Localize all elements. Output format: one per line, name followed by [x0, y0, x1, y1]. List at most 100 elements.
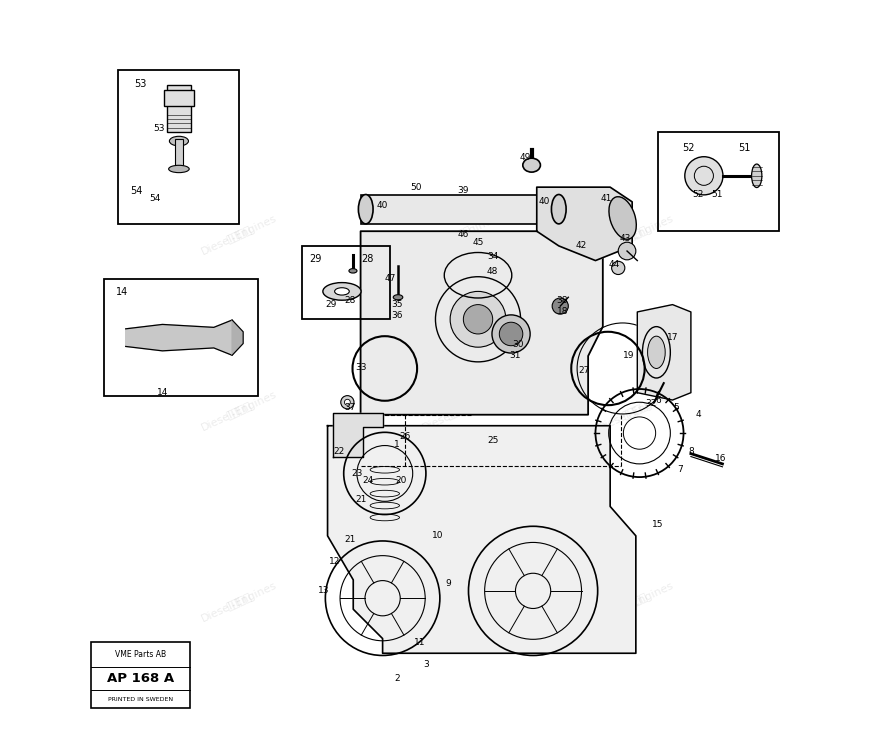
Bar — [104, 279, 258, 396]
Text: 43: 43 — [619, 234, 630, 243]
Ellipse shape — [323, 283, 361, 300]
Text: 紫发动力: 紫发动力 — [622, 225, 650, 245]
Text: 41: 41 — [601, 194, 612, 203]
Ellipse shape — [648, 336, 665, 368]
Text: Diesel-Engines: Diesel-Engines — [596, 213, 676, 257]
Polygon shape — [537, 187, 632, 261]
Text: 54: 54 — [131, 186, 143, 196]
Polygon shape — [637, 305, 691, 400]
Text: 14: 14 — [157, 388, 168, 397]
Bar — [164, 90, 194, 106]
Text: Diesel-Engines: Diesel-Engines — [596, 580, 676, 624]
Text: 27: 27 — [578, 366, 590, 375]
Text: 53: 53 — [134, 79, 147, 90]
Text: 12: 12 — [329, 557, 341, 566]
Circle shape — [344, 399, 351, 405]
Text: Diesel-Engines: Diesel-Engines — [420, 213, 499, 257]
Bar — [167, 84, 190, 132]
Circle shape — [684, 157, 723, 195]
Ellipse shape — [552, 195, 566, 224]
Text: 16: 16 — [715, 454, 726, 463]
Text: 24: 24 — [362, 476, 374, 485]
Text: 9: 9 — [446, 579, 451, 588]
Text: 42: 42 — [575, 241, 587, 250]
Circle shape — [492, 315, 530, 353]
Text: 51: 51 — [739, 143, 750, 153]
Text: 28: 28 — [344, 297, 355, 305]
Ellipse shape — [522, 159, 540, 172]
Text: 39: 39 — [457, 186, 469, 195]
Polygon shape — [334, 413, 383, 457]
Bar — [174, 139, 183, 167]
Bar — [118, 70, 239, 224]
Text: 10: 10 — [432, 531, 443, 540]
Ellipse shape — [335, 288, 349, 295]
Text: 30: 30 — [513, 341, 524, 349]
Ellipse shape — [168, 165, 190, 172]
Text: 20: 20 — [395, 476, 407, 485]
Bar — [302, 246, 390, 319]
Text: 32: 32 — [645, 399, 656, 408]
Text: 1: 1 — [394, 440, 400, 448]
Text: 11: 11 — [414, 638, 425, 647]
Text: 40: 40 — [538, 197, 550, 206]
Circle shape — [611, 261, 625, 275]
Text: 23: 23 — [352, 469, 362, 478]
Text: 紫发动力: 紫发动力 — [225, 225, 254, 245]
Ellipse shape — [359, 195, 373, 224]
Text: 25: 25 — [487, 436, 498, 445]
Circle shape — [619, 242, 635, 260]
Text: Diesel-Engines: Diesel-Engines — [200, 580, 279, 624]
Text: 14: 14 — [116, 287, 128, 297]
Circle shape — [552, 298, 569, 314]
Circle shape — [464, 305, 493, 334]
Text: 52: 52 — [683, 143, 695, 153]
Ellipse shape — [349, 269, 357, 273]
Text: 53: 53 — [153, 124, 165, 133]
Circle shape — [450, 291, 506, 347]
Text: Diesel-Engines: Diesel-Engines — [200, 389, 279, 433]
Text: PRINTED IN SWEDEN: PRINTED IN SWEDEN — [109, 697, 174, 702]
Text: 47: 47 — [384, 275, 396, 283]
Text: 紫发动力: 紫发动力 — [622, 401, 650, 421]
Text: 21: 21 — [344, 535, 355, 544]
Text: 52: 52 — [692, 190, 704, 199]
Ellipse shape — [169, 137, 189, 146]
Text: Diesel-Engines: Diesel-Engines — [420, 580, 499, 624]
Polygon shape — [360, 231, 603, 426]
Text: 紫发动力: 紫发动力 — [446, 401, 473, 421]
Bar — [658, 132, 779, 231]
Text: 15: 15 — [652, 520, 664, 529]
Polygon shape — [232, 320, 243, 355]
Text: 17: 17 — [667, 333, 678, 342]
Text: 5: 5 — [674, 403, 679, 412]
Text: 45: 45 — [473, 238, 484, 247]
Text: 22: 22 — [333, 447, 344, 456]
Ellipse shape — [393, 295, 403, 300]
Text: 49: 49 — [520, 153, 531, 162]
Bar — [91, 642, 190, 708]
Text: 3: 3 — [424, 660, 430, 669]
Text: 54: 54 — [150, 194, 161, 203]
Text: 紫发动力: 紫发动力 — [225, 592, 254, 612]
Text: 48: 48 — [487, 267, 498, 276]
Text: 6: 6 — [655, 396, 660, 404]
Text: AP 168 A: AP 168 A — [107, 672, 174, 685]
Text: 50: 50 — [410, 183, 421, 192]
Text: 44: 44 — [608, 260, 619, 269]
Ellipse shape — [751, 164, 762, 188]
Text: Diesel-Engines: Diesel-Engines — [596, 389, 676, 433]
Text: 28: 28 — [361, 254, 374, 264]
Text: 紫发动力: 紫发动力 — [622, 592, 650, 612]
Text: 2: 2 — [394, 675, 400, 683]
Polygon shape — [125, 320, 239, 355]
Text: 40: 40 — [377, 201, 388, 210]
Text: 紫发动力: 紫发动力 — [225, 401, 254, 421]
Text: Diesel-Engines: Diesel-Engines — [420, 389, 499, 433]
Text: 33: 33 — [355, 363, 367, 371]
Text: 18: 18 — [556, 308, 568, 316]
Text: 29: 29 — [309, 254, 321, 264]
Text: 紫发动力: 紫发动力 — [446, 225, 473, 245]
Text: 31: 31 — [509, 352, 521, 360]
Text: Diesel-Engines: Diesel-Engines — [200, 213, 279, 257]
